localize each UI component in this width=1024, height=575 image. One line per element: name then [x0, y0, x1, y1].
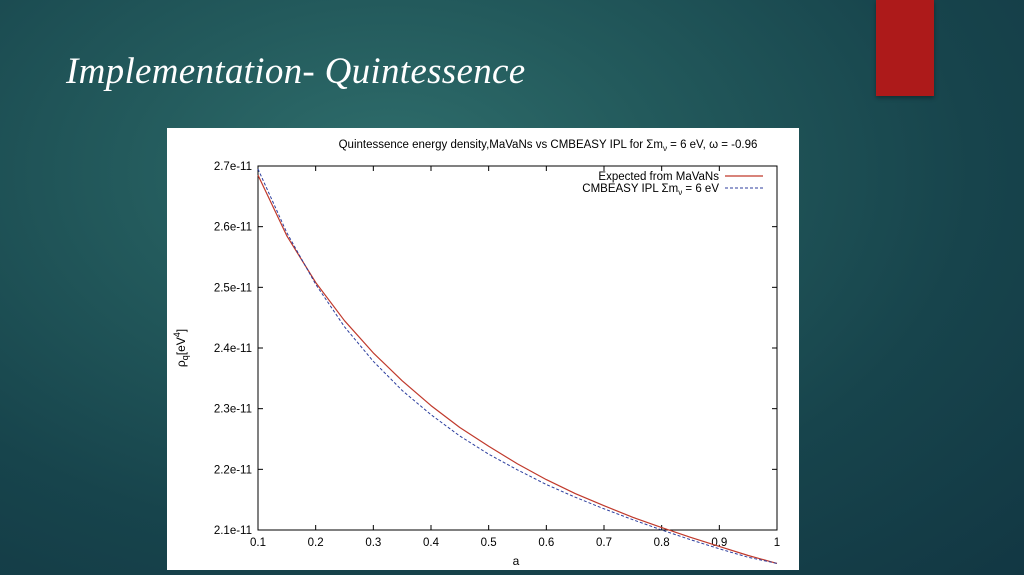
y-tick-label: 2.6e-11: [214, 222, 252, 234]
legend-label-cmbeasy: CMBEASY IPL Σmν = 6 eV: [582, 183, 719, 197]
legend: Expected from MaVaNs CMBEASY IPL Σmν = 6…: [582, 171, 763, 197]
y-tick-label: 2.3e-11: [214, 404, 252, 416]
x-axis-ticks: 0.1 0.2 0.3 0.4 0.5 0.6 0.7 0.8 0.9 1: [250, 166, 780, 549]
x-tick-label: 0.1: [250, 537, 266, 549]
plot-frame: [257, 165, 778, 531]
y-tick-label: 2.5e-11: [214, 282, 252, 294]
legend-label-mavans: Expected from MaVaNs: [598, 171, 719, 183]
x-tick-label: 0.9: [711, 537, 727, 549]
y-axis-label: ρq[eV4]: [172, 329, 190, 367]
y-tick-label: 2.2e-11: [214, 464, 252, 476]
x-tick-label: 0.6: [538, 537, 554, 549]
y-tick-label: 2.1e-11: [214, 525, 252, 537]
x-tick-label: 0.8: [654, 537, 670, 549]
plot-panel: Quintessence energy density,MaVaNs vs CM…: [167, 128, 799, 570]
x-tick-label: 0.2: [308, 537, 324, 549]
x-tick-label: 0.5: [481, 537, 497, 549]
series-layer: [257, 168, 778, 564]
x-tick-label: 0.7: [596, 537, 612, 549]
x-tick-label: 0.4: [423, 537, 440, 549]
x-tick-label: 1: [774, 537, 780, 549]
chart-title: Quintessence energy density,MaVaNs vs CM…: [339, 139, 758, 153]
y-tick-label: 2.4e-11: [214, 343, 252, 355]
x-tick-label: 0.3: [365, 537, 381, 549]
series-line-mavans: [257, 174, 778, 564]
slide-title: Implementation- Quintessence: [66, 51, 526, 92]
y-axis-ticks: 2.1e-11 2.2e-11 2.3e-11 2.4e-11 2.5e-11 2.6e-…: [214, 161, 777, 537]
accent-tab: [876, 0, 934, 96]
quintessence-chart: Quintessence energy density,MaVaNs vs CM…: [172, 139, 780, 568]
series-line-cmbeasy: [257, 168, 778, 564]
y-tick-label: 2.7e-11: [214, 161, 252, 173]
x-axis-label: a: [513, 554, 520, 568]
